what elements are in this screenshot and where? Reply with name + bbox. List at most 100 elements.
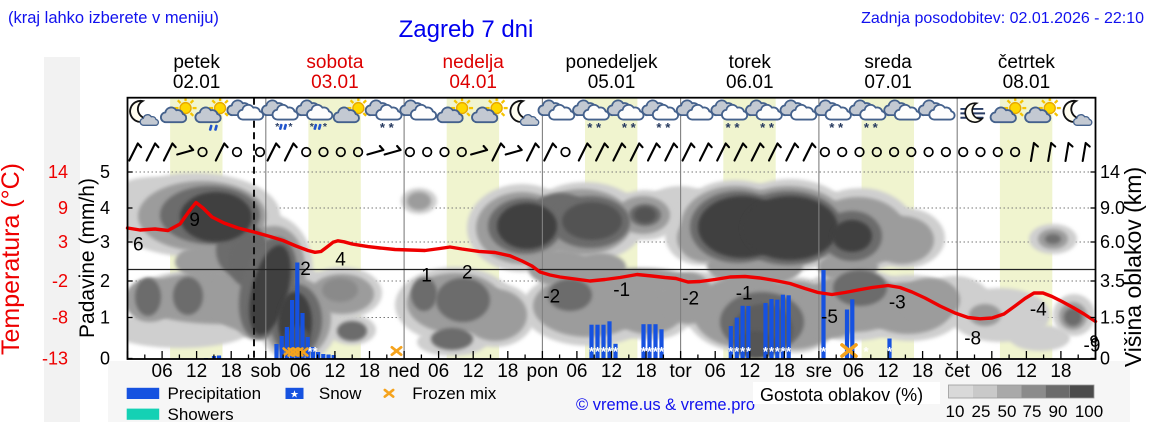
svg-text:12: 12 <box>878 361 899 382</box>
svg-text:18: 18 <box>497 361 518 382</box>
svg-text:12: 12 <box>186 361 207 382</box>
svg-text:100: 100 <box>1075 402 1103 421</box>
svg-text:6: 6 <box>133 234 144 255</box>
svg-text:18: 18 <box>221 361 242 382</box>
svg-text:06: 06 <box>843 361 864 382</box>
svg-text:© vreme.us & vreme.pro: © vreme.us & vreme.pro <box>576 396 755 414</box>
svg-text:90: 90 <box>1049 402 1068 421</box>
svg-text:ned: ned <box>388 361 420 382</box>
svg-text:75: 75 <box>1023 402 1042 421</box>
svg-text:9: 9 <box>58 198 68 218</box>
svg-text:06: 06 <box>705 361 726 382</box>
svg-text:(kraj lahko izberete v meniju): (kraj lahko izberete v meniju) <box>8 9 219 27</box>
svg-text:Showers: Showers <box>168 405 234 424</box>
svg-text:3: 3 <box>58 232 68 252</box>
svg-text:06: 06 <box>981 361 1002 382</box>
svg-text:12: 12 <box>601 361 622 382</box>
svg-text:-8: -8 <box>52 308 68 328</box>
svg-text:6.0: 6.0 <box>1100 232 1125 252</box>
svg-text:4: 4 <box>100 198 110 218</box>
svg-text:07.01: 07.01 <box>864 72 912 93</box>
svg-text:04.01: 04.01 <box>449 72 497 93</box>
svg-text:08.01: 08.01 <box>1003 72 1051 93</box>
svg-text:1.5: 1.5 <box>1100 308 1125 328</box>
svg-text:3.5: 3.5 <box>1100 271 1125 291</box>
svg-text:Padavine (mm/h): Padavine (mm/h) <box>76 178 99 338</box>
svg-text:*: * <box>734 344 740 359</box>
svg-text:Zagreb 7 dni: Zagreb 7 dni <box>399 16 534 43</box>
svg-text:tor: tor <box>670 361 693 382</box>
svg-text:-2: -2 <box>52 271 68 291</box>
svg-text:*: * <box>740 344 746 359</box>
svg-text:9: 9 <box>189 210 200 231</box>
svg-text:sobota: sobota <box>306 52 363 73</box>
svg-text:sre: sre <box>806 361 832 382</box>
svg-text:25: 25 <box>972 402 991 421</box>
svg-text:Višina oblakov (km): Višina oblakov (km) <box>1120 167 1146 367</box>
svg-text:06: 06 <box>152 361 173 382</box>
svg-text:4: 4 <box>335 249 346 270</box>
svg-text:*: * <box>601 344 607 359</box>
svg-text:-3: -3 <box>889 292 906 313</box>
svg-text:*: * <box>607 344 613 359</box>
svg-text:12: 12 <box>739 361 760 382</box>
svg-text:*: * <box>775 344 781 359</box>
svg-text:1: 1 <box>100 308 110 328</box>
svg-text:14: 14 <box>1100 162 1120 182</box>
svg-text:10: 10 <box>946 402 965 421</box>
svg-text:*: * <box>307 344 313 359</box>
svg-text:*: * <box>728 344 734 359</box>
svg-text:18: 18 <box>912 361 933 382</box>
svg-text:*: * <box>763 344 769 359</box>
svg-text:pon: pon <box>527 361 559 382</box>
svg-text:*: * <box>653 344 659 359</box>
svg-text:*: * <box>863 344 869 359</box>
svg-text:*: * <box>821 344 827 359</box>
svg-text:-13: -13 <box>42 349 68 369</box>
svg-text:06: 06 <box>428 361 449 382</box>
svg-text:14: 14 <box>48 162 68 182</box>
svg-text:*: * <box>659 344 665 359</box>
svg-text:Gostota oblakov (%): Gostota oblakov (%) <box>760 385 923 405</box>
svg-text:05.01: 05.01 <box>588 72 636 93</box>
svg-text:*: * <box>647 344 653 359</box>
svg-text:12: 12 <box>463 361 484 382</box>
svg-text:3: 3 <box>100 232 110 252</box>
svg-text:06.01: 06.01 <box>726 72 774 93</box>
svg-text:ponedeljek: ponedeljek <box>566 52 658 73</box>
svg-text:50: 50 <box>998 402 1017 421</box>
svg-text:2: 2 <box>300 259 311 280</box>
svg-text:★: ★ <box>290 390 299 401</box>
svg-text:nedelja: nedelja <box>443 52 505 73</box>
svg-text:*: * <box>887 344 893 359</box>
svg-text:*: * <box>786 344 792 359</box>
svg-text:-1: -1 <box>736 284 753 305</box>
svg-text:-1: -1 <box>613 280 630 301</box>
svg-text:1: 1 <box>421 266 432 287</box>
svg-text:18: 18 <box>636 361 657 382</box>
svg-text:*: * <box>769 344 775 359</box>
svg-text:*: * <box>746 344 752 359</box>
svg-text:*: * <box>595 344 601 359</box>
svg-text:03.01: 03.01 <box>311 72 359 93</box>
svg-text:petek: petek <box>173 52 220 73</box>
svg-text:-8: -8 <box>964 328 981 349</box>
svg-text:*: * <box>780 344 786 359</box>
svg-text:18: 18 <box>359 361 380 382</box>
svg-text:-2: -2 <box>682 289 699 310</box>
svg-text:2: 2 <box>100 271 110 291</box>
svg-text:06: 06 <box>290 361 311 382</box>
svg-text:0: 0 <box>100 349 110 369</box>
svg-text:čet: čet <box>945 361 971 382</box>
svg-text:02.01: 02.01 <box>173 72 221 93</box>
svg-text:9.0: 9.0 <box>1100 198 1125 218</box>
svg-text:18: 18 <box>1050 361 1071 382</box>
svg-text:Temperatura (°C): Temperatura (°C) <box>0 163 25 355</box>
svg-text:06: 06 <box>566 361 587 382</box>
svg-text:18: 18 <box>774 361 795 382</box>
svg-text:5: 5 <box>100 162 110 182</box>
svg-text:0: 0 <box>1100 349 1110 369</box>
svg-text:*: * <box>641 344 647 359</box>
svg-text:12: 12 <box>324 361 345 382</box>
svg-text:-2: -2 <box>543 286 560 307</box>
